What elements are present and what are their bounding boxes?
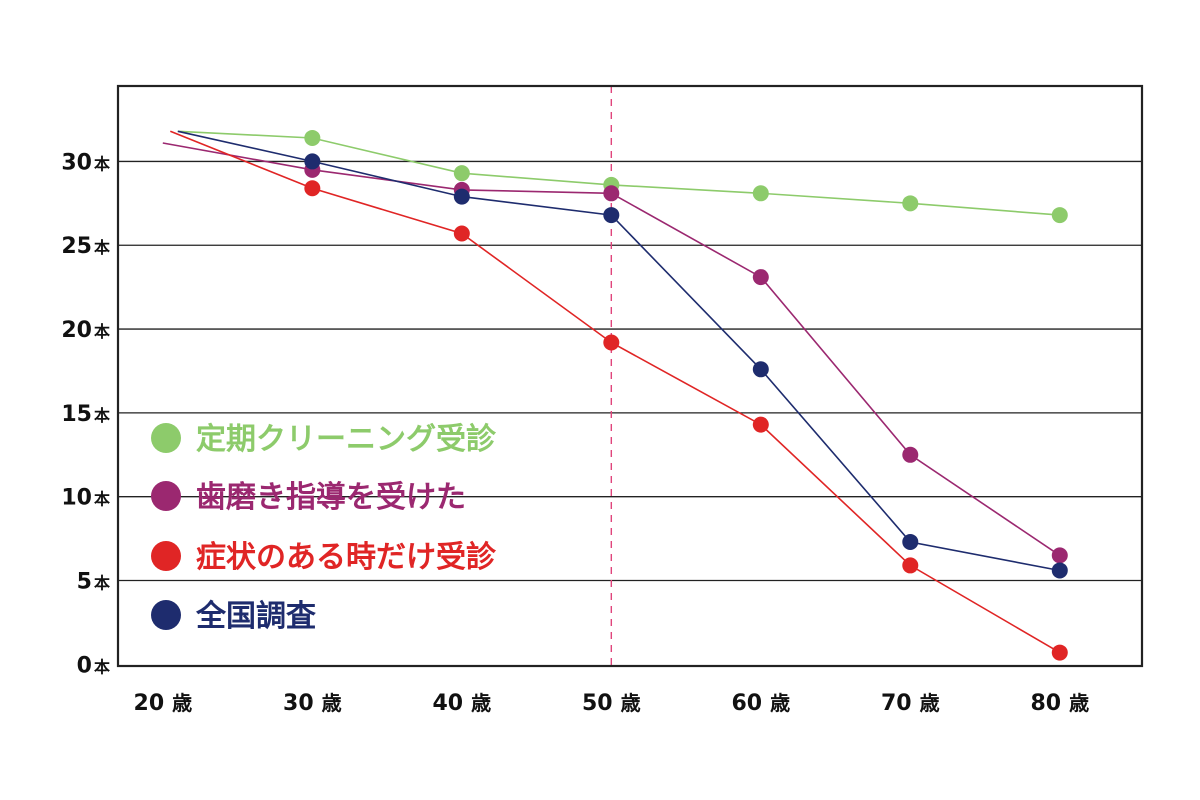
data-point-s3-70	[902, 533, 919, 550]
data-point-s2-50	[603, 334, 620, 351]
data-point-s3-30	[304, 153, 321, 170]
x-tick-label-20: 20 歳	[134, 691, 193, 716]
y-axis-tick-labels: 0 本 5 本 10 本 15 本 20 本 25 本 30 本	[61, 150, 110, 678]
data-point-s3-60	[752, 361, 769, 378]
x-tick-label-30: 30 歳	[283, 691, 342, 716]
data-point-s2-60	[752, 416, 769, 433]
legend-label-1: 歯磨き指導を受けた	[196, 480, 466, 515]
legend-label-3: 全国調査	[195, 599, 316, 634]
legend-marker-3	[151, 600, 181, 630]
data-point-s2-80	[1051, 644, 1068, 661]
data-point-s2-40	[453, 225, 470, 242]
data-point-s1-80	[1051, 547, 1068, 564]
x-tick-label-40: 40 歳	[433, 691, 492, 716]
y-tick-label-15: 15 本	[61, 402, 110, 427]
legend-label-2: 症状のある時だけ受診	[196, 540, 497, 575]
plot-border	[116, 84, 1144, 668]
data-point-s0-40	[453, 165, 470, 182]
legend-marker-2	[151, 541, 181, 571]
data-point-s1-70	[902, 446, 919, 463]
legend-marker-1	[151, 481, 181, 511]
data-point-s2-70	[902, 557, 919, 574]
x-axis-tick-labels: 20 歳 30 歳 40 歳 50 歳 60 歳 70 歳 80 歳	[134, 691, 1090, 716]
data-point-s1-60	[752, 269, 769, 286]
data-point-s0-60	[752, 185, 769, 202]
x-tick-label-60: 60 歳	[731, 691, 790, 716]
y-tick-label-20: 20 本	[61, 318, 110, 343]
data-point-s2-30	[304, 180, 321, 197]
data-point-s3-80	[1051, 562, 1068, 579]
legend-label-0: 定期クリーニング受診	[196, 422, 497, 457]
y-tick-label-30: 30 本	[61, 150, 110, 175]
legend-marker-0	[151, 423, 181, 453]
data-point-s1-50	[603, 185, 620, 202]
series-points	[304, 129, 1068, 661]
x-tick-label-70: 70 歳	[881, 691, 940, 716]
y-tick-label-10: 10 本	[61, 486, 110, 511]
x-tick-label-80: 80 歳	[1030, 691, 1089, 716]
data-point-s0-80	[1051, 207, 1068, 224]
data-point-s3-50	[603, 207, 620, 224]
grid-lines	[118, 160, 1142, 582]
data-point-s0-70	[902, 195, 919, 212]
data-point-s0-30	[304, 129, 321, 146]
data-point-s3-40	[453, 188, 470, 205]
plot-frame	[116, 84, 1144, 668]
x-tick-label-50: 50 歳	[582, 691, 641, 716]
y-tick-label-25: 25 本	[61, 234, 110, 259]
